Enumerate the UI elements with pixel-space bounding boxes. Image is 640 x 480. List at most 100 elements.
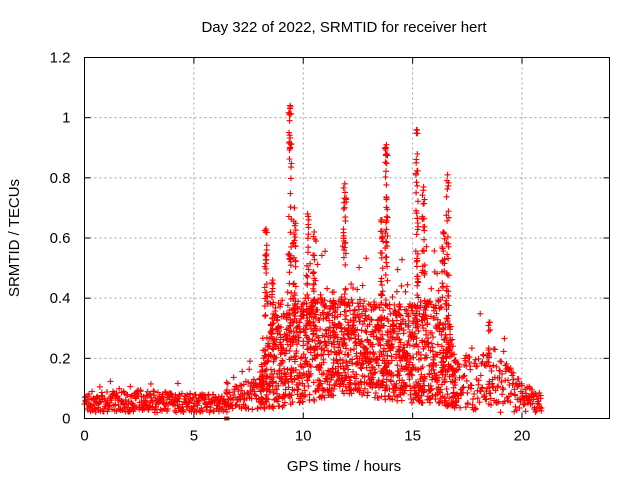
data-point	[385, 337, 392, 344]
data-point	[383, 239, 390, 246]
data-point	[187, 390, 194, 397]
data-point	[453, 399, 460, 406]
data-point	[300, 364, 306, 371]
data-point	[137, 387, 144, 394]
data-point	[303, 311, 310, 318]
data-point	[340, 357, 346, 364]
data-point	[415, 198, 421, 205]
data-point	[307, 370, 314, 377]
data-point	[462, 357, 469, 364]
data-point	[205, 392, 212, 399]
data-point	[303, 300, 310, 307]
data-point	[340, 232, 347, 239]
data-point	[180, 409, 187, 415]
data-point	[337, 363, 344, 370]
data-point	[330, 325, 337, 331]
data-point	[340, 184, 347, 191]
data-point	[443, 355, 450, 362]
data-point	[410, 354, 417, 361]
data-point	[482, 362, 489, 369]
data-point	[441, 362, 448, 369]
data-point	[192, 406, 198, 413]
data-point	[122, 397, 129, 403]
data-point	[252, 380, 259, 387]
data-point	[304, 377, 311, 384]
data-point	[340, 254, 347, 261]
data-point	[291, 376, 298, 383]
data-point	[328, 348, 335, 355]
data-point	[263, 226, 270, 232]
data-point	[179, 390, 185, 397]
data-point	[456, 363, 463, 370]
data-point	[356, 387, 363, 394]
data-point	[382, 254, 389, 261]
data-point	[101, 395, 108, 402]
data-point	[394, 362, 401, 369]
data-point	[511, 386, 518, 393]
data-point	[310, 331, 317, 338]
data-point	[530, 396, 537, 403]
data-point	[383, 226, 390, 233]
data-point	[399, 256, 405, 263]
data-point	[501, 398, 508, 405]
data-point	[383, 194, 390, 201]
data-point	[443, 315, 450, 322]
data-point	[288, 328, 295, 335]
data-point	[286, 117, 293, 124]
data-point	[468, 345, 475, 352]
data-point	[383, 160, 390, 167]
data-point	[321, 297, 328, 304]
data-point	[394, 266, 401, 273]
data-point	[430, 356, 437, 363]
data-point	[396, 372, 403, 379]
data-point	[413, 179, 420, 186]
data-point	[342, 383, 349, 390]
data-point	[279, 358, 286, 365]
data-point	[477, 388, 484, 395]
data-point	[324, 285, 331, 292]
data-point	[417, 298, 424, 305]
data-point	[348, 281, 355, 288]
data-point	[451, 351, 457, 358]
data-point	[377, 278, 384, 285]
data-point	[481, 392, 488, 398]
data-point	[428, 340, 435, 347]
data-point	[413, 263, 420, 270]
data-point	[362, 345, 369, 352]
data-point	[486, 363, 493, 370]
data-point	[444, 391, 451, 398]
data-point	[229, 405, 236, 412]
data-point	[306, 391, 313, 398]
data-point	[276, 403, 283, 410]
data-point	[305, 221, 312, 228]
data-point	[443, 193, 450, 200]
data-point	[407, 355, 414, 362]
data-point	[382, 174, 389, 181]
data-point	[467, 366, 474, 373]
data-point	[127, 393, 134, 400]
data-point	[446, 395, 453, 402]
data-point	[104, 389, 110, 395]
data-point	[440, 358, 447, 365]
data-point	[469, 401, 476, 408]
data-point	[300, 351, 307, 358]
data-point	[428, 385, 435, 392]
data-point	[245, 405, 252, 412]
data-point	[406, 342, 413, 349]
data-point	[140, 405, 147, 412]
data-point	[313, 327, 320, 334]
data-point	[356, 264, 363, 271]
data-point	[429, 348, 436, 355]
data-point	[284, 289, 291, 296]
data-point	[291, 336, 297, 343]
data-point	[325, 327, 332, 334]
data-point	[387, 310, 394, 317]
data-point	[391, 328, 398, 334]
data-point	[281, 399, 288, 406]
data-point	[451, 373, 458, 379]
data-point	[345, 351, 352, 358]
data-point	[353, 371, 360, 378]
data-point	[349, 300, 356, 307]
data-point	[303, 358, 310, 365]
data-point	[494, 383, 501, 390]
